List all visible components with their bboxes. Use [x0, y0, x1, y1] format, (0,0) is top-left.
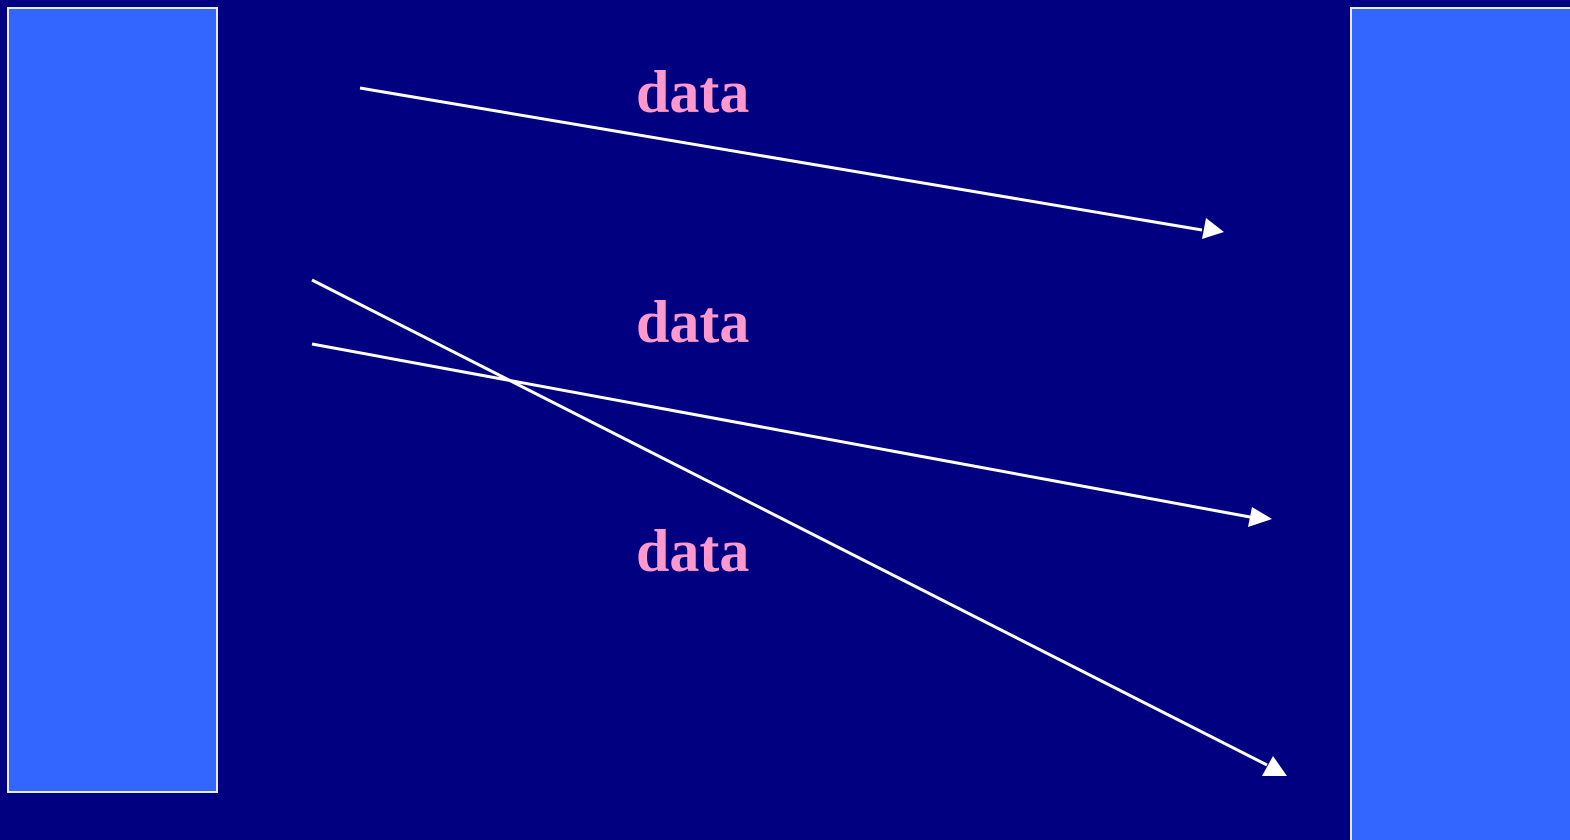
data-label: data	[636, 289, 750, 355]
arrow-3	[311, 278, 1268, 767]
left-box	[7, 7, 218, 793]
arrowhead-1	[1202, 218, 1224, 239]
arrow-2	[311, 342, 1251, 519]
right-box	[1350, 7, 1570, 840]
arrowhead-3	[1262, 756, 1287, 776]
data-label: data	[636, 59, 750, 125]
data-label: data	[636, 518, 750, 584]
arrowhead-2	[1248, 507, 1272, 527]
arrow-1	[359, 86, 1203, 232]
